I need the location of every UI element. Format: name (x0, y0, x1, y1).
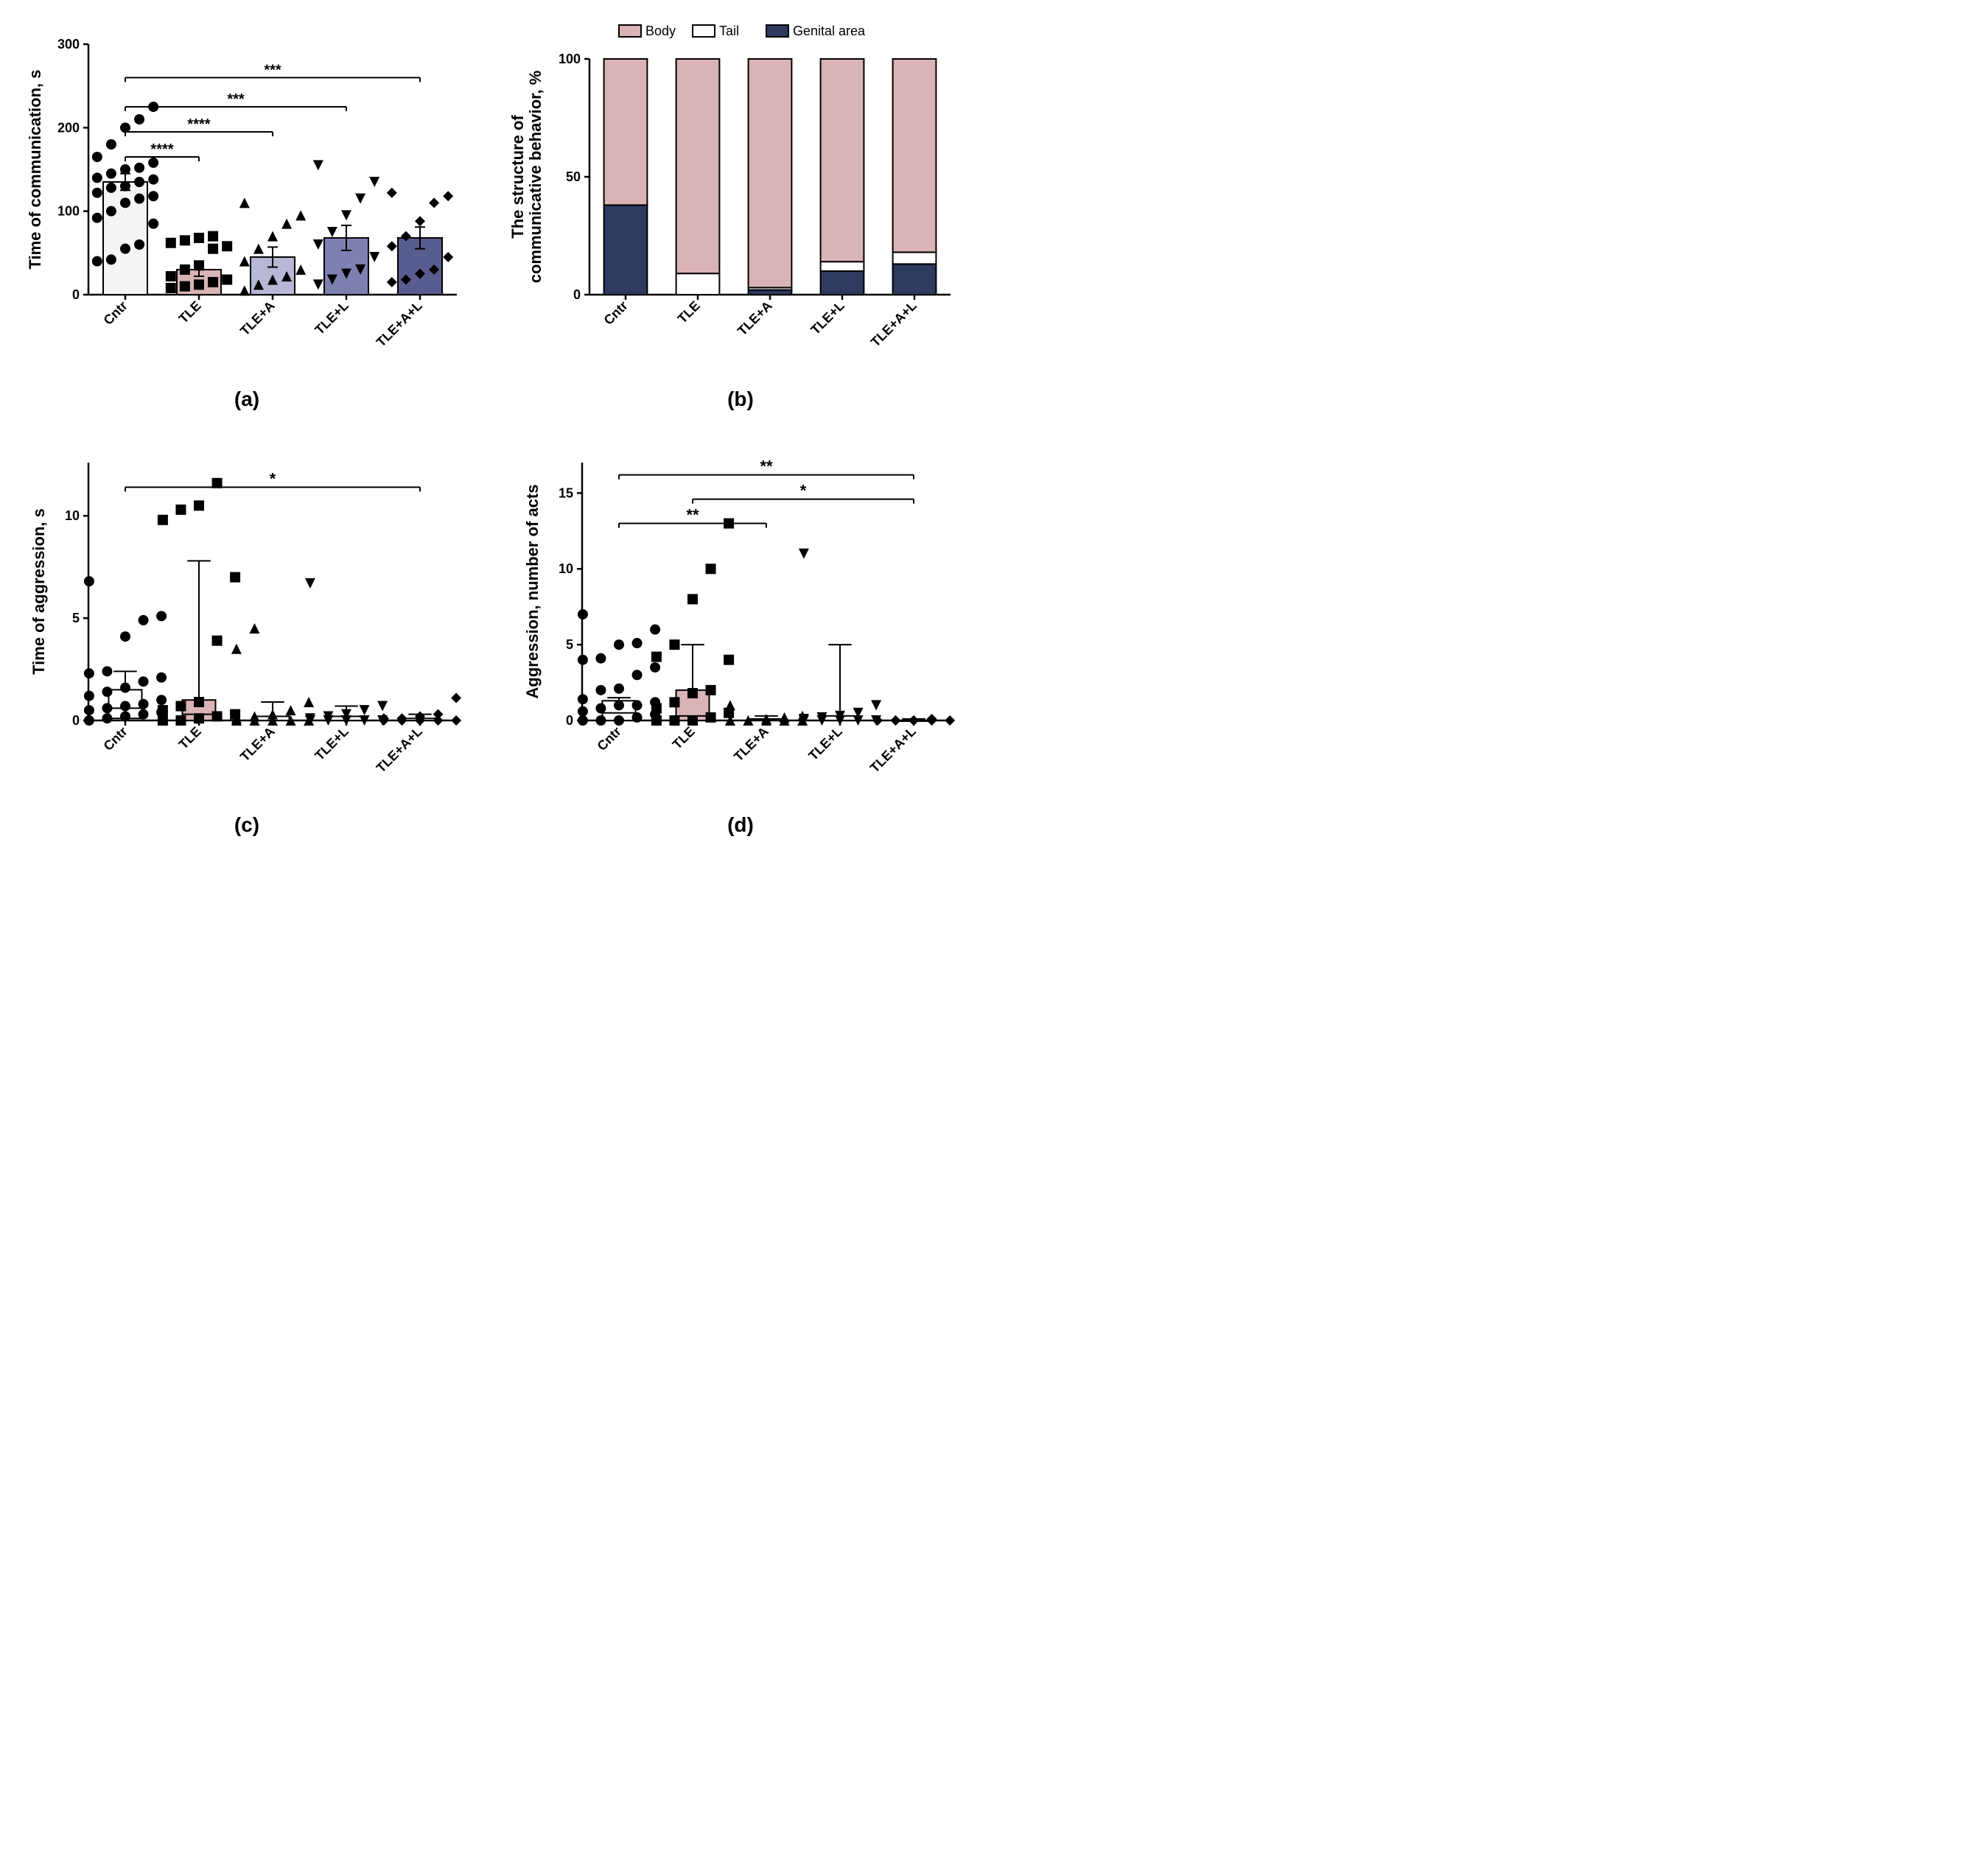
legend-swatch (693, 25, 715, 37)
svg-text:****: **** (187, 116, 210, 133)
figure-grid: 0100200300Time of communication, sCntrTL… (15, 15, 973, 837)
svg-text:communicative behavior, %: communicative behavior, % (526, 71, 545, 284)
svg-text:Cntr: Cntr (601, 298, 631, 328)
svg-text:TLE: TLE (670, 724, 698, 752)
svg-text:*: * (800, 482, 807, 500)
stack-genital (821, 271, 864, 295)
svg-text:10: 10 (65, 508, 80, 523)
svg-text:0: 0 (566, 713, 573, 728)
svg-text:TLE+L: TLE+L (808, 298, 847, 337)
svg-text:TLE+L: TLE+L (312, 724, 351, 763)
panel-a: 0 100 200 300 Time of communication, s Cntr TL… (15, 15, 479, 411)
svg-text:TLE+A+L: TLE+A+L (374, 298, 425, 350)
svg-text:TLE: TLE (176, 298, 204, 326)
svg-text:Time of communication, s: Time of communication, s (26, 70, 44, 270)
svg-text:5: 5 (72, 611, 80, 625)
svg-text:**: ** (686, 506, 699, 524)
svg-text:TLE: TLE (176, 724, 204, 752)
svg-text:100: 100 (559, 52, 581, 66)
svg-text:Cntr: Cntr (101, 298, 130, 328)
stack-body (893, 59, 937, 252)
panel-b-label: (b) (508, 387, 973, 411)
svg-text:0: 0 (573, 287, 581, 302)
panel-b-svg: 0 50 100 The structure ofcommunicative beha… (508, 15, 965, 383)
svg-text:****: **** (150, 141, 173, 158)
svg-text:TLE+A: TLE+A (237, 298, 278, 339)
svg-d-svg: 0 5 10 15 Aggression, number of acts Cntr TLE T… (508, 441, 965, 809)
svg-text:100: 100 (57, 204, 80, 219)
svg-text:Cntr: Cntr (101, 724, 130, 754)
stack-genital (893, 264, 937, 295)
stack-tail (676, 273, 720, 295)
svg-c-svg: 0 5 10 Time of aggression, s Cntr TLE TLE+A TLE… (15, 441, 472, 809)
svg-text:TLE+L: TLE+L (312, 298, 351, 337)
svg-text:TLE+A: TLE+A (735, 298, 775, 339)
svg-text:Cntr: Cntr (595, 724, 624, 754)
svg-text:300: 300 (57, 37, 80, 52)
stack-body (821, 59, 864, 262)
stack-body (749, 59, 792, 287)
svg-text:0: 0 (72, 287, 80, 302)
panel-b: 0 50 100 The structure ofcommunicative beha… (508, 15, 973, 411)
stack-tail (821, 262, 864, 271)
svg-text:**: ** (760, 457, 773, 476)
panel-a-label: (a) (15, 387, 479, 411)
svg-text:TLE+L: TLE+L (805, 724, 844, 763)
panel-d: 0 5 10 15 Aggression, number of acts Cntr TLE T… (508, 441, 973, 837)
svg-text:TLE+A+L: TLE+A+L (867, 724, 919, 776)
svg-text:Genital area: Genital area (793, 24, 866, 38)
svg-text:*: * (270, 469, 276, 488)
svg-text:***: *** (264, 62, 281, 78)
svg-text:200: 200 (57, 120, 80, 135)
panel-c-label: (c) (15, 813, 479, 837)
panel-d-label: (d) (508, 813, 973, 837)
panel-a-svg: 0 100 200 300 Time of communication, s Cntr TL… (15, 15, 472, 383)
svg-text:***: *** (227, 91, 245, 108)
svg-text:10: 10 (559, 561, 573, 576)
svg-text:TLE: TLE (675, 298, 703, 326)
panel-c: 0 5 10 Time of aggression, s Cntr TLE TLE+A TLE… (15, 441, 479, 837)
svg-text:50: 50 (566, 169, 581, 184)
svg-text:Aggression, number of acts: Aggression, number of acts (523, 485, 542, 699)
svg-text:5: 5 (566, 637, 573, 652)
svg-text:TLE+A: TLE+A (731, 724, 771, 765)
stack-genital (604, 205, 648, 295)
svg-text:Time of aggression, s: Time of aggression, s (29, 508, 48, 675)
legend-swatch (766, 25, 788, 37)
svg-text:0: 0 (72, 713, 80, 728)
svg-text:Body: Body (645, 24, 676, 38)
stack-tail (893, 252, 937, 264)
svg-text:15: 15 (559, 485, 573, 500)
svg-text:TLE+A+L: TLE+A+L (374, 724, 425, 776)
legend-swatch (619, 25, 641, 37)
svg-text:TLE+A: TLE+A (237, 724, 278, 765)
svg-text:TLE+A+L: TLE+A+L (868, 298, 920, 350)
stack-body (676, 59, 720, 273)
svg-text:The structure of: The structure of (508, 115, 527, 239)
stack-body (604, 59, 648, 205)
svg-text:Tail: Tail (719, 24, 739, 38)
